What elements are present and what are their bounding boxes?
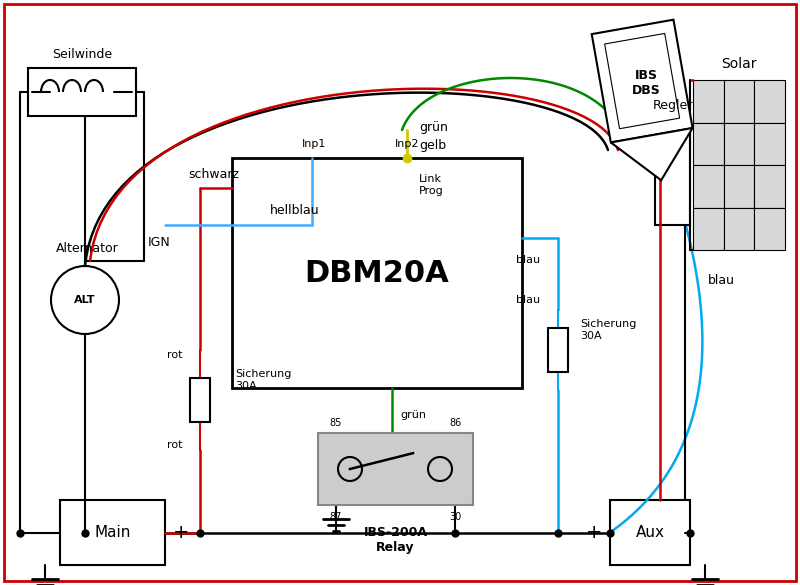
Text: Main: Main [94,525,130,540]
Text: Alternator: Alternator [56,242,118,254]
Bar [724,208,754,250]
Text: Solar: Solar [722,57,757,71]
Bar [655,120,690,225]
Text: Sicherung
30A: Sicherung 30A [580,319,636,341]
Text: blau: blau [708,274,735,287]
Bar [724,122,754,165]
Text: 86: 86 [449,418,461,428]
Bar [232,158,522,388]
Text: 87: 87 [330,512,342,522]
Text: +: + [173,523,190,542]
Bar [724,165,754,208]
Text: Inp2: Inp2 [394,139,419,149]
Polygon shape [592,20,693,142]
Bar [318,433,473,505]
Text: IGN: IGN [148,236,170,249]
Bar [693,122,724,165]
Text: grün: grün [419,122,448,135]
Text: Seilwinde: Seilwinde [52,47,112,60]
Bar [754,122,785,165]
Bar [754,165,785,208]
Bar [28,68,136,116]
Text: schwarz: schwarz [188,168,239,181]
Text: Relay: Relay [376,542,414,555]
Text: Aux: Aux [635,525,665,540]
Text: blau: blau [516,255,540,265]
Bar [693,165,724,208]
Bar [190,378,210,422]
Text: rot: rot [166,350,182,360]
Bar [693,80,724,122]
Polygon shape [611,128,693,180]
Text: Inp1: Inp1 [302,139,326,149]
Text: DBM20A: DBM20A [305,259,450,287]
Bar [60,500,165,565]
Text: grün: grün [400,410,426,420]
Text: hellblau: hellblau [270,205,320,218]
Text: +: + [586,523,602,542]
Text: 85: 85 [330,418,342,428]
Bar [754,80,785,122]
Text: blau: blau [516,295,540,305]
Text: 30: 30 [449,512,461,522]
Text: IBS-200A: IBS-200A [363,526,427,539]
Text: Link
Prog: Link Prog [419,174,444,196]
Bar [754,208,785,250]
Text: Sicherung
30A: Sicherung 30A [235,369,291,391]
Text: IBS
DBS: IBS DBS [632,69,660,97]
Polygon shape [605,33,680,129]
Text: gelb: gelb [419,139,446,152]
Text: ALT: ALT [74,295,96,305]
Bar [693,208,724,250]
Text: rot: rot [166,440,182,450]
Bar [610,500,690,565]
Bar [724,80,754,122]
Text: Regler: Regler [652,98,693,112]
Bar [548,328,568,372]
